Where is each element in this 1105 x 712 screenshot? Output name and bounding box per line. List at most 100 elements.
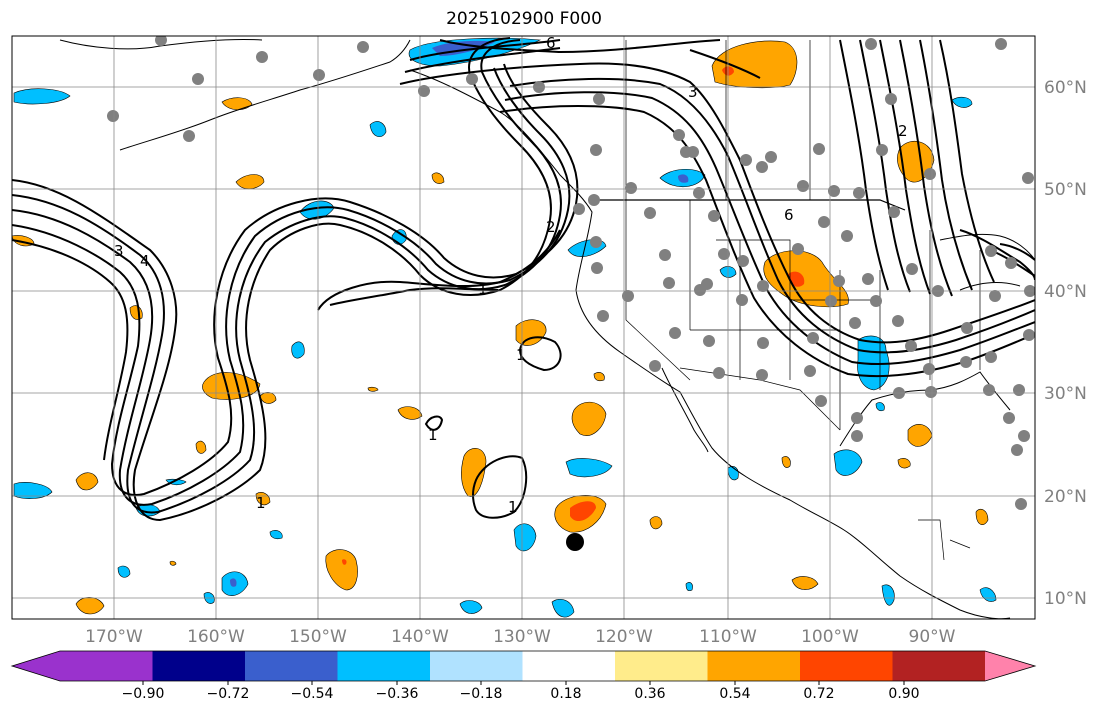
contour-label: 6 xyxy=(546,34,556,52)
station-marker xyxy=(876,144,888,156)
contour-label: 1 xyxy=(508,498,518,516)
colorbar-segment xyxy=(430,651,523,681)
anomaly-patch xyxy=(551,599,575,618)
station-marker xyxy=(985,351,997,363)
station-marker xyxy=(905,340,917,352)
colorbar-tick-labels: −0.90 −0.72 −0.54 −0.36 −0.18 0.18 0.36 0.54 0.7… xyxy=(122,681,920,702)
station-marker xyxy=(155,36,167,46)
contour-line xyxy=(12,37,552,522)
station-marker xyxy=(693,187,705,199)
anomaly-patch xyxy=(565,458,613,478)
colorbar-tick-label: 0.18 xyxy=(550,686,581,702)
station-marker xyxy=(680,146,692,158)
contour-label: 1 xyxy=(256,494,266,512)
highlight-marker xyxy=(566,533,584,551)
station-marker xyxy=(841,230,853,242)
station-marker xyxy=(815,395,827,407)
station-marker xyxy=(713,367,725,379)
baja-coastline xyxy=(661,367,709,453)
lon-label: 130°W xyxy=(493,627,551,647)
station-marker xyxy=(923,363,935,375)
station-marker xyxy=(851,430,863,442)
station-marker xyxy=(888,206,900,218)
anomaly-patch xyxy=(291,341,305,359)
contour-line xyxy=(509,77,1035,354)
great-lakes xyxy=(939,233,1035,291)
station-marker xyxy=(1023,329,1035,341)
anomaly-patch xyxy=(235,174,265,190)
contour-line xyxy=(839,39,995,297)
station-marker xyxy=(924,168,936,180)
colorbar-tick-label: −0.18 xyxy=(460,686,503,702)
contour-label: 3 xyxy=(114,242,124,260)
anomaly-patch xyxy=(781,456,791,468)
station-marker xyxy=(669,327,681,339)
station-marker xyxy=(736,294,748,306)
station-marker xyxy=(865,38,877,50)
station-marker xyxy=(756,161,768,173)
contour-lines xyxy=(12,37,1035,522)
station-marker xyxy=(995,38,1007,50)
colorbar-segment xyxy=(522,651,616,681)
contour-line xyxy=(439,39,761,79)
station-marker xyxy=(256,51,268,63)
contour-line xyxy=(329,287,499,306)
station-marker xyxy=(825,295,837,307)
station-marker xyxy=(737,255,749,267)
station-marker xyxy=(757,337,769,349)
anomaly-patch xyxy=(169,560,177,566)
station-marker xyxy=(663,277,675,289)
anomaly-patch xyxy=(431,172,445,184)
colorbar-tick-label: 0.36 xyxy=(634,686,665,702)
station-markers xyxy=(107,36,1035,551)
anomaly-patch xyxy=(342,559,347,565)
anomaly-patch xyxy=(685,582,693,592)
anomaly-patch xyxy=(875,402,885,412)
contour-line xyxy=(472,455,528,519)
anomaly-patch xyxy=(649,516,663,530)
station-marker xyxy=(960,356,972,368)
station-marker xyxy=(1018,430,1030,442)
anomaly-patch xyxy=(13,482,53,499)
station-marker xyxy=(659,249,671,261)
station-marker xyxy=(851,412,863,424)
station-marker xyxy=(107,110,119,122)
state-borders xyxy=(625,200,981,430)
station-marker xyxy=(703,335,715,347)
colorbar-segment xyxy=(245,651,338,681)
station-marker xyxy=(708,210,720,222)
contour-label: 2 xyxy=(546,218,556,236)
colorbar-tick-label: −0.90 xyxy=(122,686,165,702)
station-marker xyxy=(740,154,752,166)
station-marker xyxy=(622,290,634,302)
colorbar-segments xyxy=(12,651,1035,681)
station-marker xyxy=(906,263,918,275)
province-borders xyxy=(625,40,811,200)
contour-label: 4 xyxy=(140,252,150,270)
central-america-border xyxy=(918,519,971,561)
station-marker xyxy=(813,143,825,155)
contour-label: 1 xyxy=(478,280,488,298)
lat-label: 30°N xyxy=(1044,384,1087,404)
station-marker xyxy=(1013,384,1025,396)
lon-label: 100°W xyxy=(801,627,859,647)
lon-label: 120°W xyxy=(595,627,653,647)
station-marker xyxy=(828,185,840,197)
station-marker xyxy=(862,273,874,285)
station-marker xyxy=(765,151,777,163)
anomaly-patch xyxy=(397,406,423,420)
contour-line xyxy=(12,67,571,506)
anomaly-patch xyxy=(75,472,99,491)
station-marker xyxy=(1003,412,1015,424)
anomaly-patch xyxy=(975,508,989,525)
colorbar-tick-label: 0.72 xyxy=(803,686,834,702)
contour-line xyxy=(504,91,1035,366)
contour-line xyxy=(499,105,1035,378)
colorbar-tick-label: −0.72 xyxy=(207,686,250,702)
station-marker xyxy=(192,73,204,85)
longitude-labels: 170°W 160°W 150°W 140°W 130°W 120°W 110°… xyxy=(85,627,956,647)
station-marker xyxy=(1005,257,1017,269)
north-america-coastline xyxy=(409,69,1011,619)
anomaly-patch xyxy=(369,121,387,138)
